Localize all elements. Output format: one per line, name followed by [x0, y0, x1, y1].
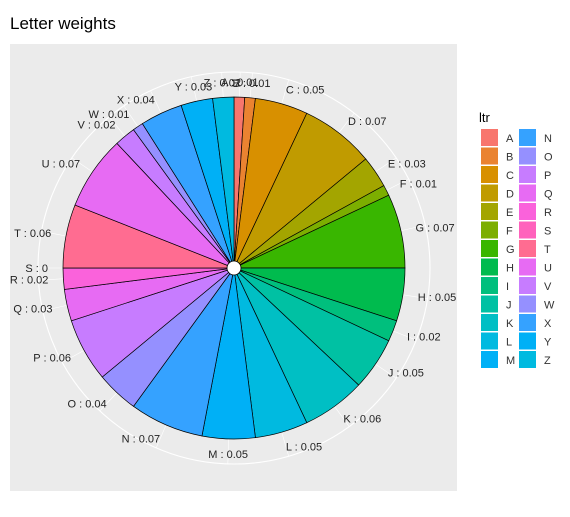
legend-label-y: Y — [544, 337, 552, 349]
legend-label-g: G — [506, 244, 515, 256]
legend-key-h — [481, 258, 498, 276]
slice-label-m: M : 0.05 — [208, 449, 248, 461]
legend-key-f — [481, 221, 498, 239]
legend-key-o — [519, 147, 536, 165]
slice-label-s: S : 0 — [25, 263, 48, 275]
legend-key-q — [519, 184, 536, 202]
legend-label-t: T — [544, 244, 551, 256]
legend-label-n: N — [544, 133, 552, 145]
legend-label-x: X — [544, 318, 552, 330]
legend-label-w: W — [544, 300, 555, 312]
slice-label-z: Z : 0.02 — [204, 77, 241, 89]
legend-label-l: L — [506, 337, 512, 349]
legend-title: ltr — [479, 110, 491, 125]
slice-label-t: T : 0.06 — [14, 228, 51, 240]
slice-label-o: O : 0.04 — [68, 399, 107, 411]
slice-label-k: K : 0.06 — [343, 413, 381, 425]
slice-label-h: H : 0.05 — [418, 292, 457, 304]
legend-key-d — [481, 184, 498, 202]
label-layer: A : 0.01B : 0.01 C : 0.05 D : 0.07 E : 0.03… — [10, 77, 456, 461]
slice-label-l: L : 0.05 — [286, 442, 322, 454]
slice-label-f: F : 0.01 — [400, 179, 437, 191]
legend-label-d: D — [506, 189, 514, 201]
legend-key-j — [481, 295, 498, 313]
legend-key-n — [519, 129, 536, 146]
legend-key-y — [519, 332, 536, 350]
pie-slice-z — [212, 96, 235, 269]
legend-key-v — [519, 277, 536, 294]
slice-label-j: J : 0.05 — [388, 368, 424, 380]
slice-label-e: E : 0.03 — [388, 158, 426, 170]
slice-layer — [62, 96, 406, 440]
legend-key-k — [481, 314, 498, 331]
legend-key-m — [481, 351, 498, 368]
legend-label-c: C — [506, 170, 514, 182]
slice-label-r: R : 0.02 — [10, 275, 49, 287]
slice-label-b: B : 0.01 — [233, 78, 271, 90]
legend-label-z: Z — [544, 355, 551, 367]
slice-label-v: V : 0.02 — [78, 120, 116, 132]
slice-label-u: U : 0.07 — [42, 158, 81, 170]
chart-title: Letter weights — [10, 14, 116, 33]
legend-key-e — [481, 203, 498, 220]
legend-key-z — [519, 351, 536, 368]
slice-label-x: X : 0.04 — [117, 95, 155, 107]
slice-label-p: P : 0.06 — [33, 353, 71, 365]
legend-key-g — [481, 240, 498, 257]
slice-label-w: W : 0.01 — [88, 109, 129, 121]
legend-label-j: J — [506, 300, 512, 312]
legend-key-r — [519, 203, 536, 220]
legend-label-b: B — [506, 152, 513, 164]
legend-key-t — [519, 240, 536, 257]
slice-label-n: N : 0.07 — [122, 434, 161, 446]
slice-label-q: Q : 0.03 — [13, 304, 52, 316]
legend-label-a: A — [506, 133, 514, 145]
legend-label-p: P — [544, 170, 551, 182]
legend-label-k: K — [506, 318, 514, 330]
legend-key-a — [481, 129, 498, 146]
legend-label-h: H — [506, 263, 514, 275]
legend-label-q: Q — [544, 189, 553, 201]
legend-key-p — [519, 166, 536, 183]
legend-label-o: O — [544, 152, 553, 164]
legend-key-x — [519, 314, 536, 331]
slice-label-a: A : 0.01 — [221, 77, 258, 89]
legend-key-u — [519, 258, 536, 276]
legend-label-u: U — [544, 263, 552, 275]
legend-key-i — [481, 277, 498, 294]
legend-key-c — [481, 166, 498, 183]
slice-label-c: C : 0.05 — [286, 84, 325, 96]
slice-label-y: Y : 0.03 — [175, 81, 213, 93]
legend-label-s: S — [544, 226, 551, 238]
legend-label-m: M — [506, 355, 515, 367]
slice-label-g: G : 0.07 — [416, 222, 455, 234]
legend-key-b — [481, 147, 498, 165]
legend-key-l — [481, 332, 498, 350]
slice-label-i: I : 0.02 — [407, 331, 441, 343]
legend-label-i: I — [506, 281, 509, 293]
legend-label-f: F — [506, 226, 513, 238]
slice-label-d: D : 0.07 — [348, 116, 387, 128]
legend-label-r: R — [544, 207, 552, 219]
legend-key-s — [519, 221, 536, 239]
center-hole — [226, 260, 242, 276]
legend-key-w — [519, 295, 536, 313]
legend-label-v: V — [544, 281, 552, 293]
legend-label-e: E — [506, 207, 513, 219]
